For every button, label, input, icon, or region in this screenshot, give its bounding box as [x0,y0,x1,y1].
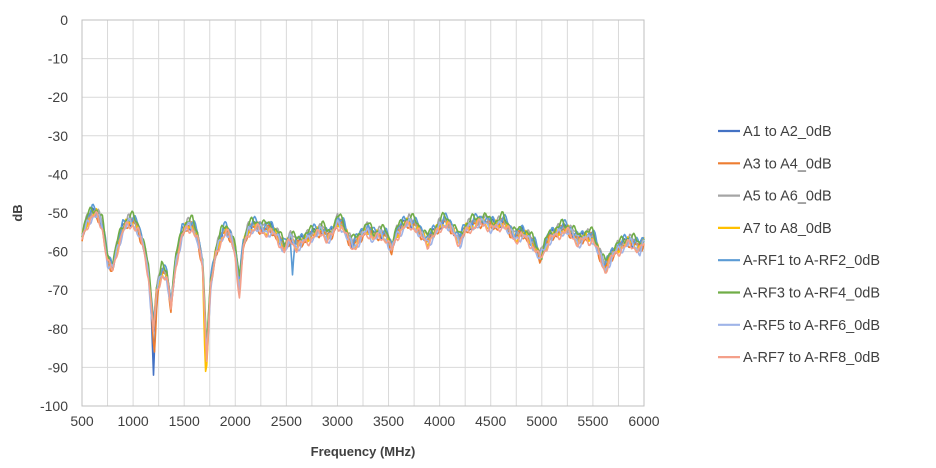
series-line [81,213,645,355]
x-tick-label: 2500 [271,413,302,429]
series-lines [81,203,645,376]
legend-label: A-RF5 to A-RF6_0dB [743,318,880,334]
plot-frame [81,19,645,407]
x-tick-label: 5000 [526,413,557,429]
x-tick-label: 500 [70,413,94,429]
legend-label: A5 to A6_0dB [743,189,832,205]
x-tick-label: 6000 [628,413,659,429]
y-tick-label: -60 [48,244,68,260]
x-tick-label: 1500 [169,413,200,429]
x-axis-title: Frequency (MHz) [311,444,416,459]
legend-label: A-RF7 to A-RF8_0dB [743,350,880,366]
legend-label: A1 to A2_0dB [743,124,832,140]
x-tick-label: 4500 [475,413,506,429]
legend-label: A-RF1 to A-RF2_0dB [743,253,880,269]
x-tick-label: 3000 [322,413,353,429]
plot-area-border [81,19,645,407]
x-tick-label: 5500 [577,413,608,429]
legend-label: A7 to A8_0dB [743,221,832,237]
x-tick-label: 1000 [118,413,149,429]
y-tick-label: -30 [48,128,68,144]
y-tick-label: -70 [48,282,68,298]
y-tick-label: -40 [48,166,68,182]
legend: A1 to A2_0dB A3 to A4_0dB A5 to A6_0dB A7 t… [718,124,880,366]
x-axis-tick-labels: 500 1000 1500 2000 2500 3000 3500 4000 4500 5000 5… [70,413,659,429]
y-tick-label: -80 [48,321,68,337]
x-tick-label: 4000 [424,413,455,429]
y-tick-label: -100 [40,398,68,414]
y-tick-label: 0 [60,12,68,28]
x-tick-label: 3500 [373,413,404,429]
legend-label: A-RF3 to A-RF4_0dB [743,286,880,302]
y-tick-label: -90 [48,359,68,375]
y-tick-label: -20 [48,89,68,105]
grid-lines [81,19,645,407]
y-tick-label: -50 [48,205,68,221]
series-line [81,210,645,362]
y-axis-title: dB [10,204,25,221]
y-tick-label: -10 [48,51,68,67]
legend-label: A3 to A4_0dB [743,156,832,172]
y-axis-tick-labels: 0 -10 -20 -30 -40 -50 -60 -70 -80 -90 -100 [40,12,68,414]
x-tick-label: 2000 [220,413,251,429]
